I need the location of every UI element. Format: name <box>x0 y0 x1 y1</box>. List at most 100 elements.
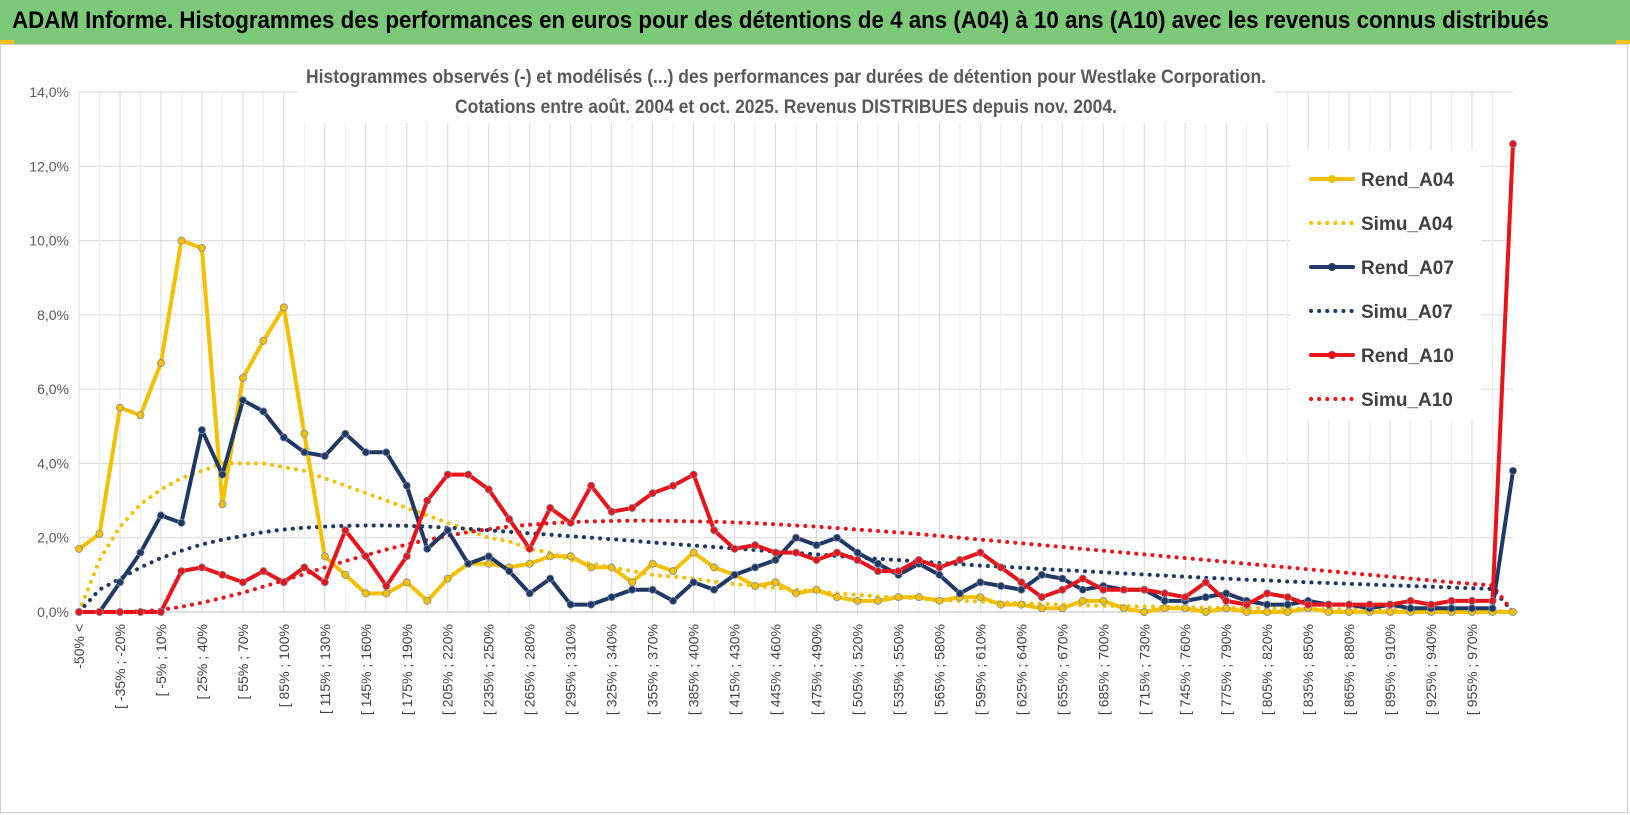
data-point-rend-a07 <box>1160 596 1169 605</box>
data-point-rend-a04 <box>1201 608 1210 617</box>
data-point-rend-a10 <box>730 544 739 553</box>
data-point-rend-a10 <box>976 548 985 557</box>
data-point-rend-a04 <box>177 236 186 245</box>
data-point-rend-a10 <box>1242 600 1251 609</box>
data-point-rend-a10 <box>218 570 227 579</box>
data-point-rend-a10 <box>546 503 555 512</box>
data-point-rend-a04 <box>1058 604 1067 613</box>
x-tick-label: [ 55% ; 70% <box>235 624 251 700</box>
axes: 0,0% 2,0% 4,0% 6,0% 8,0% 10,0% 12,0% 14,0% -50% … <box>29 84 1513 715</box>
data-point-rend-a10 <box>300 563 309 572</box>
data-point-rend-a10 <box>156 608 165 617</box>
data-point-rend-a04 <box>771 578 780 587</box>
data-point-rend-a10 <box>853 555 862 564</box>
x-tick-label: [ 535% ; 550% <box>890 624 906 715</box>
report-title: ADAM Informe. Histogrammes des performan… <box>12 7 1549 34</box>
x-tick-label: [ 805% ; 820% <box>1259 624 1275 715</box>
data-point-rend-a10 <box>1119 585 1128 594</box>
data-point-rend-a10 <box>566 518 575 527</box>
x-tick-label: [ 685% ; 700% <box>1095 624 1111 715</box>
data-point-rend-a07 <box>566 600 575 609</box>
data-point-rend-a07 <box>300 448 309 457</box>
x-tick-label: [ 265% ; 280% <box>522 624 538 715</box>
data-point-rend-a04 <box>1140 608 1149 617</box>
data-point-rend-a04 <box>914 593 923 602</box>
x-tick-label: [ 955% ; 970% <box>1464 624 1480 715</box>
legend-label: Rend_A10 <box>1361 346 1454 367</box>
legend-label: Simu_A07 <box>1361 302 1453 323</box>
data-point-rend-a10 <box>955 555 964 564</box>
data-point-rend-a10 <box>710 526 719 535</box>
legend-box <box>1291 150 1481 420</box>
data-point-rend-a07 <box>628 585 637 594</box>
x-tick-label: [ -5% ; 10% <box>153 624 169 696</box>
series-lines <box>75 140 1518 617</box>
data-point-rend-a10 <box>95 608 104 617</box>
data-point-rend-a10 <box>1058 585 1067 594</box>
data-point-rend-a07 <box>751 563 760 572</box>
data-point-rend-a10 <box>1078 574 1087 583</box>
x-tick-label: [ 205% ; 220% <box>440 624 456 715</box>
data-point-rend-a07 <box>197 425 206 434</box>
data-point-rend-a10 <box>1140 585 1149 594</box>
data-point-rend-a07 <box>402 481 411 490</box>
data-point-rend-a10 <box>1468 596 1477 605</box>
x-tick-label: [ 745% ; 760% <box>1177 624 1193 715</box>
data-point-rend-a04 <box>95 529 104 538</box>
data-point-rend-a04 <box>156 359 165 368</box>
x-tick-label: [ 115% ; 130% <box>317 624 333 714</box>
data-point-rend-a10 <box>812 555 821 564</box>
report-banner: ADAM Informe. Histogrammes des performan… <box>0 0 1630 44</box>
data-point-rend-a07 <box>279 433 288 442</box>
data-point-rend-a04 <box>525 559 534 568</box>
legend-marker <box>1328 175 1336 183</box>
data-point-rend-a10 <box>832 548 841 557</box>
x-tick-label: [ 595% ; 610% <box>972 624 988 715</box>
x-tick-label: -50% < <box>71 624 87 669</box>
data-point-rend-a04 <box>1283 608 1292 617</box>
y-tick-label: 2,0% <box>37 530 69 546</box>
data-point-rend-a07 <box>341 429 350 438</box>
data-point-rend-a04 <box>1119 604 1128 613</box>
data-point-rend-a04 <box>607 563 616 572</box>
data-point-rend-a04 <box>1078 596 1087 605</box>
data-point-rend-a07 <box>115 578 124 587</box>
x-tick-label: [ 235% ; 250% <box>481 624 497 715</box>
chart-title: Histogrammes observés (-) et modélisés (… <box>306 67 1266 88</box>
x-tick-label: [ 775% ; 790% <box>1218 624 1234 715</box>
data-point-rend-a04 <box>1099 596 1108 605</box>
data-point-rend-a04 <box>587 563 596 572</box>
data-point-rend-a04 <box>751 582 760 591</box>
data-point-rend-a10 <box>669 481 678 490</box>
legend-label: Simu_A04 <box>1361 214 1453 235</box>
data-point-rend-a04 <box>382 589 391 598</box>
data-point-rend-a10 <box>1345 600 1354 609</box>
data-point-rend-a07 <box>505 567 514 576</box>
data-point-rend-a07 <box>156 511 165 520</box>
data-point-rend-a04 <box>484 559 493 568</box>
data-point-rend-a10 <box>75 608 84 617</box>
data-point-rend-a07 <box>546 574 555 583</box>
x-tick-label: [ 85% ; 100% <box>276 624 292 707</box>
data-point-rend-a04 <box>792 589 801 598</box>
data-point-rend-a07 <box>1406 604 1415 613</box>
data-point-rend-a10 <box>751 541 760 550</box>
x-tick-label: [ 715% ; 730% <box>1136 624 1152 715</box>
data-point-rend-a07 <box>873 559 882 568</box>
x-tick-label: [ 565% ; 580% <box>931 624 947 715</box>
data-point-rend-a04 <box>75 544 84 553</box>
x-tick-label: [ 925% ; 940% <box>1423 624 1439 715</box>
x-tick-label: [ 475% ; 490% <box>808 624 824 715</box>
data-point-rend-a07 <box>361 448 370 457</box>
y-tick-label: 4,0% <box>37 455 69 471</box>
x-tick-label: [ 175% ; 190% <box>399 624 415 715</box>
data-point-rend-a10 <box>648 489 657 498</box>
data-point-rend-a04 <box>894 593 903 602</box>
data-point-rend-a10 <box>771 548 780 557</box>
data-point-rend-a07 <box>218 470 227 479</box>
data-point-rend-a04 <box>443 574 452 583</box>
data-point-rend-a07 <box>607 593 616 602</box>
data-point-rend-a10 <box>484 485 493 494</box>
data-point-rend-a10 <box>1201 578 1210 587</box>
data-point-rend-a07 <box>689 578 698 587</box>
